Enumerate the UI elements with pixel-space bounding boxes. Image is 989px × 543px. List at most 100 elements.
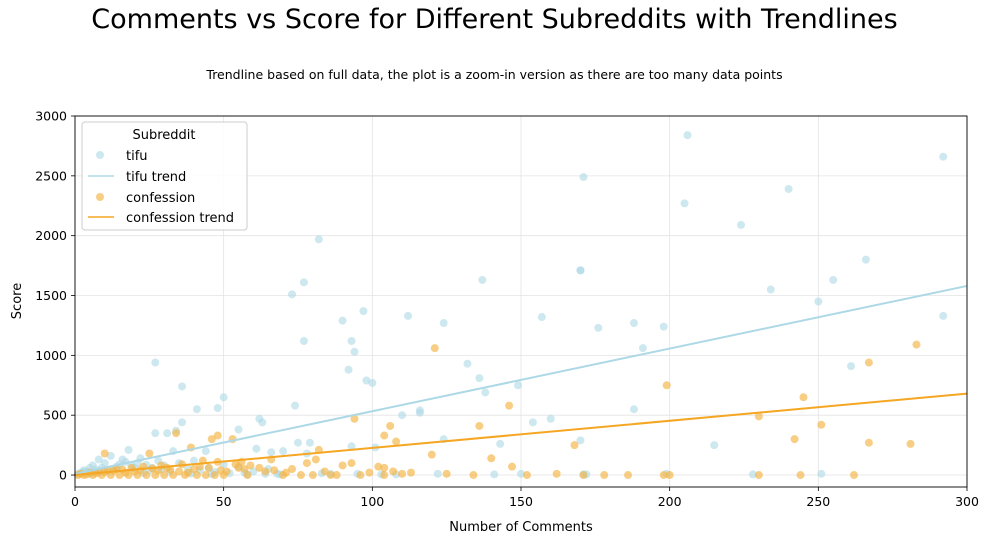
point-tifu [398,411,407,420]
point-tifu [475,374,484,383]
point-tifu [344,365,353,374]
x-tick-label: 300 [955,494,979,509]
point-confession [347,459,356,468]
point-tifu [189,456,198,465]
point-confession [552,469,561,478]
point-tifu [178,382,187,391]
point-tifu [638,344,647,353]
point-confession [790,435,799,444]
point-tifu [576,266,585,275]
point-confession [365,468,374,477]
point-tifu [255,414,264,423]
point-tifu [496,439,505,448]
point-tifu [594,323,603,332]
point-confession [864,358,873,367]
legend-marker-tifu [96,151,104,159]
x-tick-label: 250 [806,494,830,509]
point-tifu [404,311,413,320]
point-confession [142,471,151,480]
point-tifu [784,185,793,194]
y-tick-label: 2000 [35,228,67,243]
point-tifu [517,469,525,478]
point-tifu [814,297,823,306]
point-tifu [829,275,838,284]
point-tifu [267,448,276,457]
x-tick-label: 150 [509,494,533,509]
point-tifu [481,388,490,397]
line-tifu-trend [74,284,968,475]
point-confession [579,471,588,480]
point-tifu [579,173,588,182]
point-confession [380,463,389,472]
legend-box [81,121,248,231]
point-confession [392,437,401,446]
point-tifu [680,199,689,208]
x-axis-label: Number of Comments [449,520,593,535]
point-confession [201,471,210,480]
line-confession-trend [74,392,968,477]
point-tifu [748,470,757,479]
y-tick-label: 2500 [35,168,67,183]
point-tifu [350,347,359,356]
legend-marker-confession [96,193,104,201]
point-confession [754,471,763,480]
y-tick-label: 1500 [35,288,67,303]
chart-title: Comments vs Score for Different Subreddi… [91,4,898,35]
legend-label-confession: confession [126,191,195,206]
chart-subtitle: Trendline based on full data, the plot i… [206,67,783,82]
point-confession [442,469,451,478]
point-confession [475,421,484,430]
point-confession [172,429,181,438]
point-tifu [151,429,160,438]
point-tifu [299,336,308,345]
point-confession [356,471,365,480]
point-tifu [213,404,222,413]
y-tick-label: 3000 [35,109,67,124]
point-confession [216,466,225,475]
point-confession [427,450,436,459]
point-confession [183,468,192,477]
point-tifu [629,319,638,328]
point-confession [522,471,531,480]
point-tifu [478,275,487,284]
point-confession [754,412,763,421]
point-confession [912,340,921,349]
legend-label-confession-trend: confession trend [126,211,234,226]
legend: Subreddit tifu tifu trend confession con… [81,121,248,231]
point-tifu [294,438,302,447]
y-tick-label: 1000 [35,348,67,363]
point-confession [389,467,398,476]
point-tifu [299,278,308,287]
axis-ticks: 0 50 100 150 200 250 3000500100015002000250030… [35,109,979,510]
point-confession [270,466,279,475]
point-tifu [347,442,356,451]
point-tifu [737,220,746,229]
point-tifu [576,436,585,445]
point-confession [296,471,305,480]
point-confession [311,455,320,464]
legend-title: Subreddit [132,128,195,143]
point-tifu [490,470,499,479]
point-confession [817,420,826,429]
point-tifu [288,290,297,299]
point-tifu [291,401,300,410]
point-confession [320,467,329,476]
point-tifu [629,405,638,414]
point-confession [240,465,249,474]
point-confession [338,461,347,470]
x-tick-label: 0 [71,494,79,509]
point-tifu [528,418,537,427]
point-confession [210,471,219,480]
point-confession [288,465,297,474]
y-tick-label: 0 [59,468,67,483]
point-tifu [433,469,442,478]
point-confession [302,459,311,468]
point-tifu [537,313,546,322]
point-tifu [252,444,261,453]
legend-label-tifu: tifu [126,149,148,164]
point-tifu [279,447,288,456]
point-confession [282,468,291,477]
point-confession [160,471,169,480]
point-confession [662,381,671,390]
